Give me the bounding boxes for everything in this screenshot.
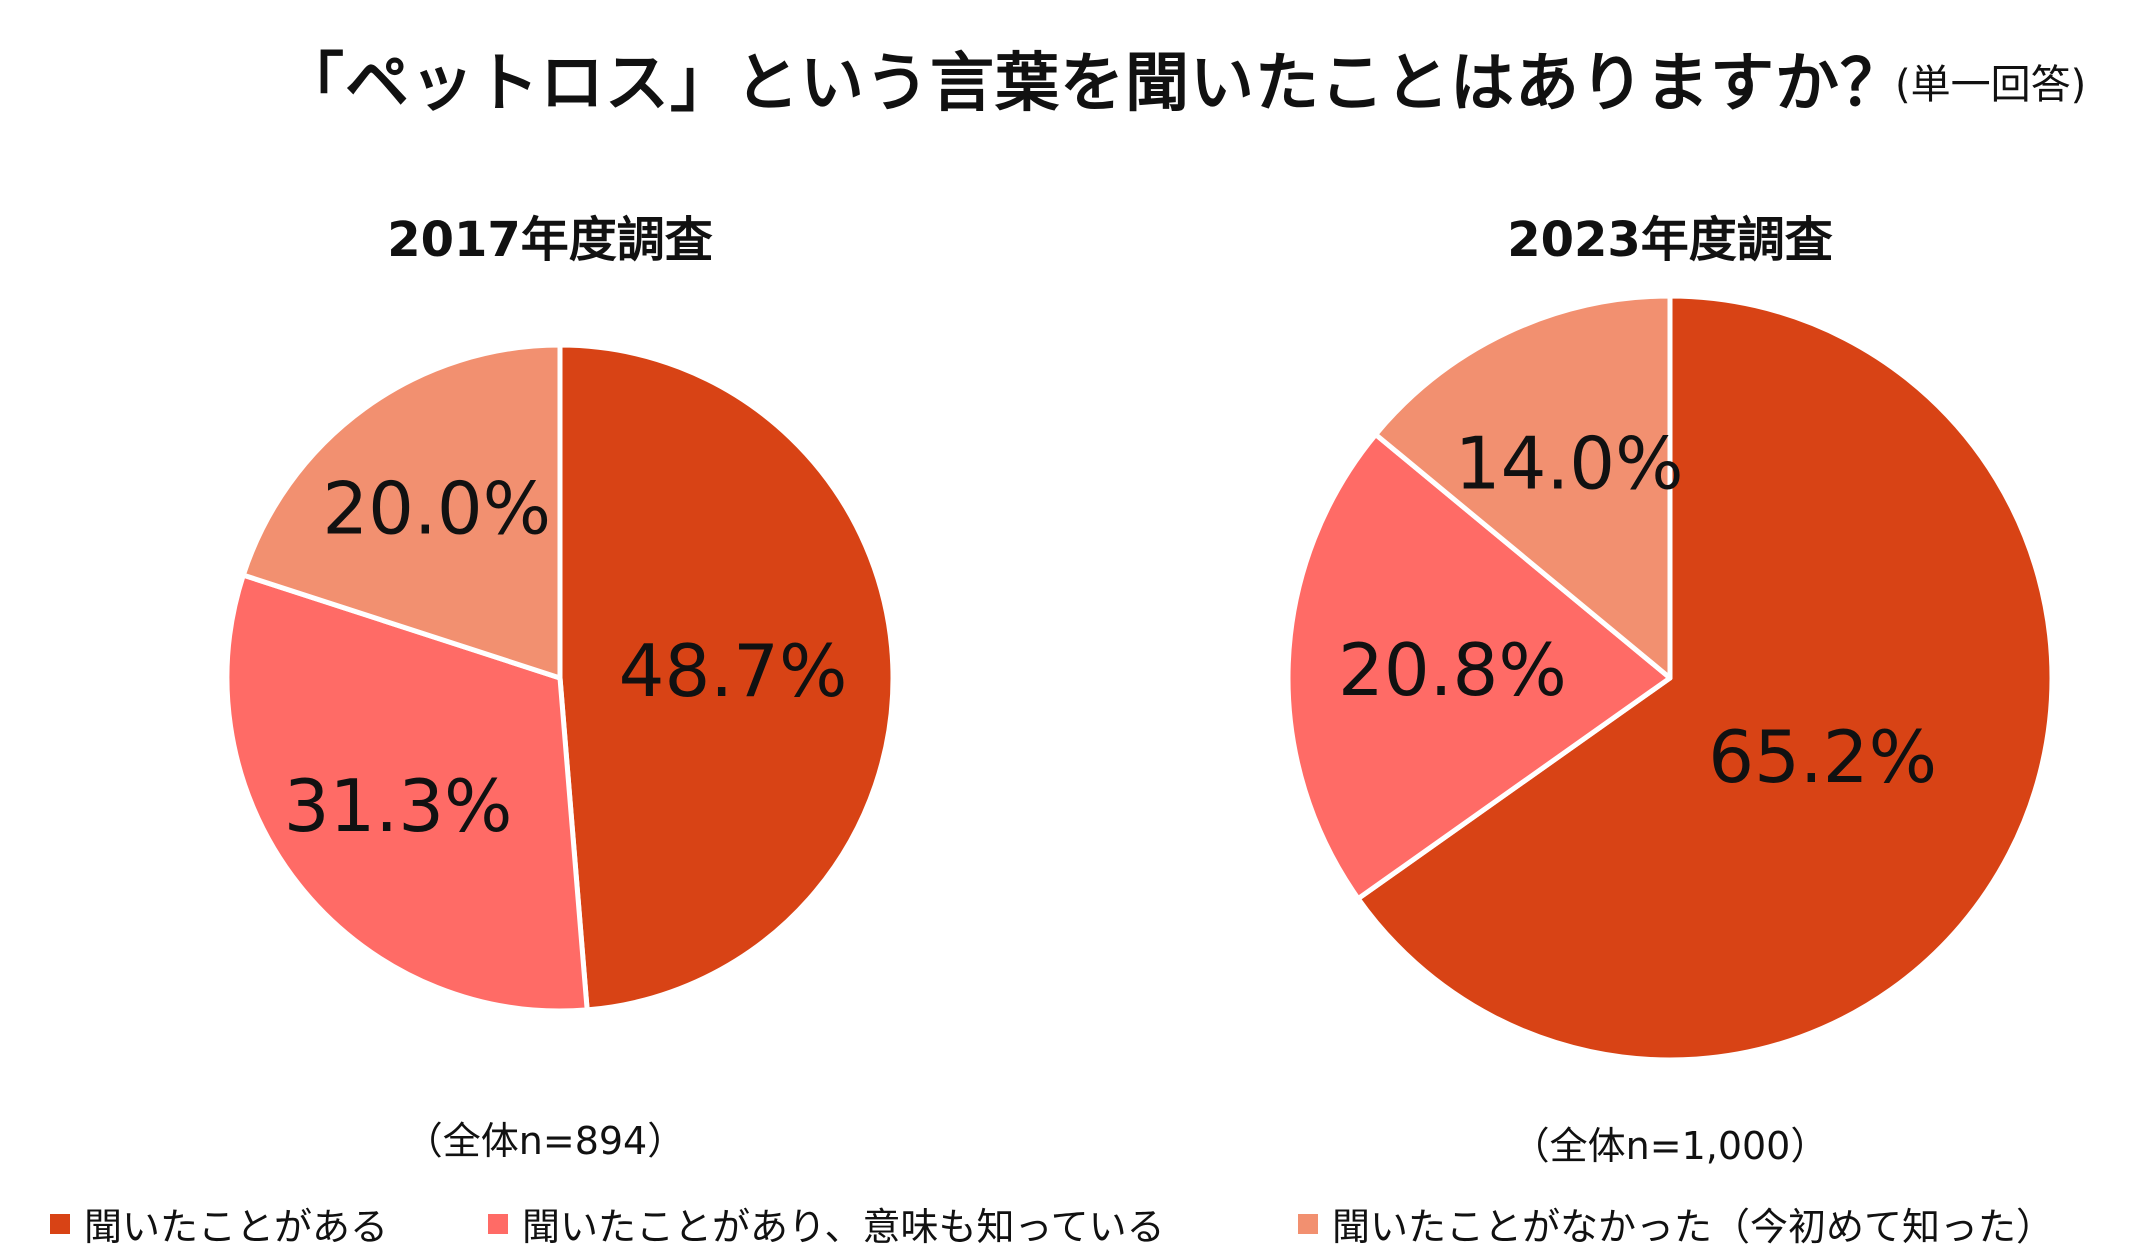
legend-swatch-heard-know-meaning (488, 1213, 508, 1234)
legend-item-heard: 聞いたことがある (50, 1196, 388, 1251)
pie-slice-label-2017-0: 48.7% (619, 629, 848, 713)
pie-slice-label-2023-1: 20.8% (1338, 628, 1567, 712)
legend-swatch-heard (50, 1213, 70, 1234)
title-row: 「ペットロス」という言葉を聞いたことはありますか？ (単一回答) (0, 22, 2150, 132)
pie-slice-label-2023-0: 65.2% (1708, 715, 1937, 799)
legend-label-never-heard: 聞いたことがなかった（今初めて知った） (1332, 1205, 2055, 1249)
chart-main-title: 「ペットロス」という言葉を聞いたことはありますか？ (280, 47, 1905, 121)
pie-slice-label-2023-2: 14.0% (1455, 422, 1684, 506)
chart-title-2017: 2017年度調査 (387, 212, 713, 268)
legend: 聞いたことがある 聞いたことがあり、意味も知っている 聞いたことがなかった（今初… (40, 1196, 2120, 1252)
legend-swatch-never-heard (1298, 1213, 1318, 1234)
pie-slice-2023-2 (1373, 293, 1673, 681)
sample-note-2017: （全体n=894） (404, 1119, 686, 1163)
sample-note-2023: （全体n=1,000） (1511, 1124, 1829, 1168)
legend-label-heard: 聞いたことがある (84, 1205, 389, 1249)
pie-slice-label-2017-2: 20.0% (322, 466, 551, 550)
pie-slice-2017-2 (240, 342, 563, 681)
legend-label-heard-know-meaning: 聞いたことがあり、意味も知っている (522, 1205, 1165, 1249)
pie-slice-2017-1 (224, 572, 590, 1014)
pie-slice-label-2017-1: 31.3% (284, 764, 513, 848)
legend-item-never-heard: 聞いたことがなかった（今初めて知った） (1298, 1196, 2054, 1251)
legend-item-heard-know-meaning: 聞いたことがあり、意味も知っている (488, 1196, 1165, 1251)
pie-slice-2023-0 (1355, 293, 2055, 1063)
chart-subtitle: (単一回答) (1895, 62, 2087, 108)
chart-title-2023: 2023年度調査 (1507, 212, 1833, 268)
pie-slice-2023-1 (1285, 432, 1673, 902)
pie-slice-2017-0 (557, 342, 896, 1013)
